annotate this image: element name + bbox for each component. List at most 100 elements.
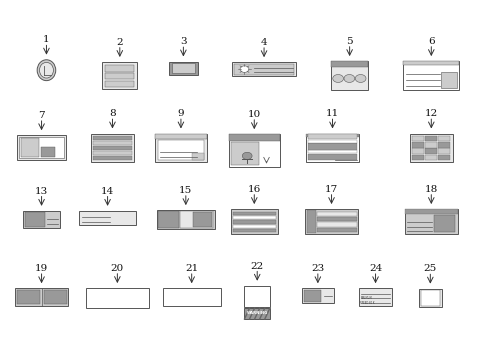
Circle shape bbox=[242, 152, 252, 159]
Bar bbox=[316, 222, 356, 227]
Ellipse shape bbox=[40, 62, 53, 78]
Bar bbox=[304, 290, 320, 302]
Bar bbox=[228, 134, 279, 167]
Bar bbox=[20, 138, 39, 157]
Bar bbox=[233, 220, 275, 224]
Bar bbox=[437, 136, 449, 141]
Text: 14: 14 bbox=[101, 186, 114, 196]
Bar bbox=[437, 155, 449, 160]
Text: 22: 22 bbox=[250, 261, 264, 271]
Text: 18: 18 bbox=[424, 185, 437, 194]
Text: 2: 2 bbox=[116, 38, 123, 47]
Text: 11: 11 bbox=[325, 109, 339, 118]
Text: 10: 10 bbox=[247, 110, 261, 119]
Bar bbox=[17, 135, 66, 160]
Bar bbox=[93, 151, 131, 155]
Bar bbox=[105, 81, 134, 87]
Bar bbox=[93, 141, 131, 145]
Bar bbox=[233, 225, 275, 228]
Bar bbox=[192, 212, 211, 227]
Text: MINIMUM
SPEED 80 K: MINIMUM SPEED 80 K bbox=[360, 296, 374, 305]
Bar bbox=[91, 134, 134, 162]
Text: 21: 21 bbox=[184, 264, 198, 273]
Circle shape bbox=[240, 66, 248, 72]
Text: 13: 13 bbox=[35, 186, 48, 196]
Text: WARNING: WARNING bbox=[246, 311, 267, 315]
Text: 19: 19 bbox=[35, 264, 48, 273]
Bar bbox=[305, 209, 357, 234]
Bar bbox=[17, 290, 40, 304]
Circle shape bbox=[332, 75, 343, 82]
Bar bbox=[19, 137, 64, 158]
Text: 16: 16 bbox=[247, 185, 261, 194]
Bar bbox=[358, 288, 391, 306]
Bar bbox=[433, 215, 454, 232]
Bar bbox=[233, 212, 275, 215]
Bar bbox=[404, 209, 457, 234]
Text: 1: 1 bbox=[43, 35, 50, 44]
Bar bbox=[307, 150, 356, 153]
Bar bbox=[85, 288, 149, 308]
Bar bbox=[191, 153, 204, 160]
Text: 7: 7 bbox=[38, 111, 45, 120]
Ellipse shape bbox=[37, 60, 56, 81]
Bar bbox=[418, 289, 441, 307]
Bar bbox=[306, 210, 315, 233]
Text: 8: 8 bbox=[109, 109, 116, 118]
Bar bbox=[411, 148, 423, 154]
Bar bbox=[79, 211, 136, 225]
Bar bbox=[307, 134, 356, 139]
Bar bbox=[441, 72, 456, 88]
Bar bbox=[180, 211, 212, 228]
Text: 4: 4 bbox=[260, 38, 267, 47]
Bar bbox=[302, 288, 333, 303]
Bar bbox=[155, 134, 206, 139]
Bar bbox=[402, 61, 459, 90]
Bar bbox=[404, 209, 457, 214]
Text: 3: 3 bbox=[180, 37, 186, 46]
Bar bbox=[420, 290, 439, 306]
Text: 15: 15 bbox=[179, 186, 192, 195]
Bar bbox=[232, 62, 295, 76]
Bar bbox=[411, 142, 423, 148]
Bar bbox=[316, 217, 356, 221]
Bar bbox=[169, 62, 197, 75]
Bar bbox=[316, 228, 356, 232]
Bar bbox=[233, 216, 275, 219]
Bar bbox=[411, 155, 423, 160]
Bar bbox=[307, 143, 356, 150]
Bar bbox=[424, 148, 436, 154]
Bar bbox=[157, 210, 214, 229]
Bar bbox=[157, 140, 204, 160]
Text: 6: 6 bbox=[427, 37, 434, 46]
Bar bbox=[331, 61, 367, 90]
Bar bbox=[228, 134, 279, 141]
Bar bbox=[424, 155, 436, 160]
Text: 9: 9 bbox=[177, 109, 184, 118]
Circle shape bbox=[344, 75, 354, 82]
Text: 24: 24 bbox=[368, 264, 382, 273]
Bar bbox=[172, 63, 194, 73]
Bar bbox=[93, 146, 131, 150]
Text: 23: 23 bbox=[310, 264, 324, 273]
Bar bbox=[15, 288, 68, 306]
Bar bbox=[155, 134, 206, 162]
Bar bbox=[316, 212, 356, 216]
Bar bbox=[93, 156, 131, 160]
Bar bbox=[163, 288, 220, 306]
Text: 25: 25 bbox=[423, 264, 436, 274]
Bar bbox=[158, 211, 178, 228]
Bar bbox=[424, 142, 436, 148]
Bar bbox=[102, 62, 137, 89]
Bar bbox=[43, 290, 66, 304]
Bar bbox=[105, 73, 134, 80]
Text: 17: 17 bbox=[324, 185, 338, 194]
Bar bbox=[25, 212, 45, 227]
Bar bbox=[424, 136, 436, 141]
Bar bbox=[231, 209, 277, 234]
Bar bbox=[105, 65, 134, 72]
Bar bbox=[234, 64, 293, 75]
Bar bbox=[402, 61, 459, 65]
Bar bbox=[411, 136, 423, 141]
Circle shape bbox=[354, 75, 365, 82]
